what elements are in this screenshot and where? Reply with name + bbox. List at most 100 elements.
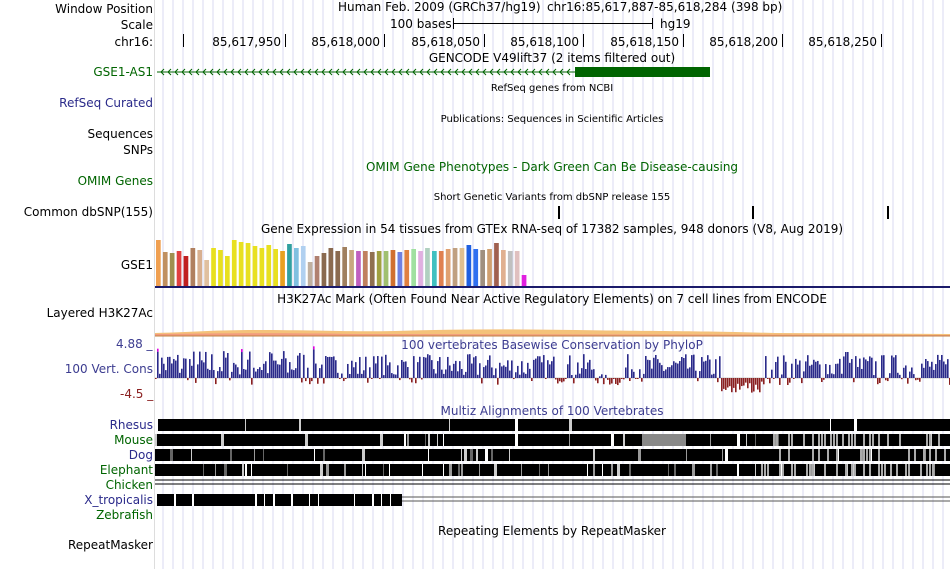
gtex-tissue-bar[interactable] [252, 246, 258, 286]
multiz-row-dog[interactable] [155, 449, 950, 461]
gtex-tissue-bar[interactable] [238, 242, 244, 286]
gtex-tissue-bar[interactable] [349, 250, 354, 286]
gtex-tissue-bar[interactable] [300, 246, 306, 286]
multiz-row-rhesus[interactable] [155, 419, 950, 431]
gtex-tissue-bar[interactable] [273, 249, 278, 286]
gtex-tissue-bar[interactable] [314, 256, 320, 286]
gtex-tissue-bar[interactable] [197, 250, 203, 286]
gtex-tissue-bar[interactable] [335, 251, 341, 286]
gencode-gene-gse1-as1[interactable] [157, 67, 710, 77]
multiz-alignment-rows[interactable] [155, 419, 950, 506]
species-label-dog[interactable]: Dog [128, 448, 153, 462]
gtex-tissue-bar[interactable] [501, 250, 506, 286]
gtex-tissue-bar[interactable] [452, 248, 458, 286]
gtex-tissue-bar[interactable] [342, 247, 347, 286]
phylop-base-bar [457, 371, 459, 378]
phylop-base-bar [435, 373, 437, 378]
species-label-mouse[interactable]: Mouse [114, 433, 153, 447]
alignment-gap [848, 434, 850, 446]
phylop-base-bar [701, 357, 703, 378]
refseq-track-label[interactable]: RefSeq Curated [59, 96, 153, 110]
gtex-tissue-bar[interactable] [473, 249, 479, 286]
gencode-item-label[interactable]: GSE1-AS1 [93, 65, 153, 79]
gtex-tissue-bar[interactable] [425, 248, 430, 286]
multiz-row-x-tropicalis[interactable] [157, 494, 402, 506]
omim-track-label[interactable]: OMIM Genes [77, 174, 153, 188]
gtex-tissue-bar[interactable] [459, 248, 465, 286]
gtex-tissue-bar[interactable] [231, 240, 237, 286]
gtex-tissue-bar[interactable] [190, 248, 196, 286]
gtex-tissue-bar[interactable] [266, 245, 272, 286]
gtex-tissue-bar[interactable] [280, 251, 285, 286]
gtex-tissue-bar[interactable] [287, 244, 292, 286]
h3k27ac-signal[interactable] [155, 329, 950, 337]
gtex-tissue-bar[interactable] [363, 251, 368, 286]
phylop-track-label[interactable]: 100 Vert. Cons [64, 362, 153, 376]
alignment-gap [944, 449, 946, 461]
phylop-base-bar [703, 361, 705, 378]
gtex-tissue-bar[interactable] [411, 249, 416, 286]
gtex-tissue-bar[interactable] [162, 252, 168, 286]
species-label-x-tropicalis[interactable]: X_tropicalis [84, 493, 153, 507]
phylop-base-bar [243, 368, 245, 378]
repeatmasker-track-label[interactable]: RepeatMasker [67, 538, 153, 552]
gtex-tissue-bar[interactable] [466, 245, 472, 286]
phylop-base-bar [869, 356, 871, 378]
phylop-conservation-bars[interactable] [155, 346, 950, 393]
gtex-tissue-bar[interactable] [225, 256, 230, 286]
gtex-tissue-bar[interactable] [376, 251, 382, 286]
gtex-tissue-bar[interactable] [383, 251, 389, 286]
gtex-track-label[interactable]: GSE1 [120, 258, 153, 272]
species-label-rhesus[interactable]: Rhesus [109, 418, 153, 432]
common-snp-features[interactable] [558, 206, 889, 219]
phylop-base-bar [711, 374, 713, 378]
gtex-tissue-bar[interactable] [397, 252, 403, 286]
gtex-tissue-bar[interactable] [507, 251, 513, 286]
gtex-tissue-bar[interactable] [211, 248, 216, 286]
gtex-tissue-bar[interactable] [321, 253, 327, 286]
gtex-tissue-bar[interactable] [328, 248, 334, 286]
alignment-gap [215, 464, 216, 476]
gtex-tissue-bar[interactable] [438, 251, 444, 286]
gtex-tissue-bar[interactable] [356, 251, 361, 286]
gtex-tissue-bar[interactable] [418, 251, 423, 286]
gtex-tissue-bar[interactable] [156, 240, 161, 286]
snps-track-label[interactable]: SNPs [123, 143, 153, 157]
gtex-tissue-bar[interactable] [169, 253, 175, 286]
gtex-tissue-bar[interactable] [307, 262, 313, 286]
gtex-tissue-bar[interactable] [245, 243, 251, 286]
multiz-row-elephant[interactable] [155, 464, 950, 476]
publications-track-label[interactable]: Sequences [87, 127, 153, 141]
strand-arrow [167, 68, 172, 76]
gtex-tissue-bar[interactable] [183, 256, 189, 286]
gtex-tissue-bar[interactable] [204, 260, 209, 286]
gtex-tissue-bar[interactable] [390, 250, 396, 286]
gtex-tissue-bar[interactable] [494, 243, 499, 286]
species-label-zebrafish[interactable]: Zebrafish [96, 508, 153, 522]
gtex-tissue-bar[interactable] [294, 248, 299, 286]
h3k27ac-track-label[interactable]: Layered H3K27Ac [46, 306, 153, 320]
gtex-tissue-bar[interactable] [487, 249, 492, 286]
gtex-tissue-bar[interactable] [445, 249, 451, 286]
phylop-base-bar [205, 351, 207, 378]
gtex-expression-bars[interactable] [156, 240, 527, 286]
gtex-tissue-bar[interactable] [521, 275, 527, 286]
gtex-tissue-bar[interactable] [176, 251, 182, 286]
gtex-tissue-bar[interactable] [369, 252, 375, 286]
phylop-base-bar [413, 356, 415, 378]
phylop-base-bar [747, 378, 749, 389]
gtex-tissue-bar[interactable] [514, 251, 520, 286]
gtex-tissue-bar[interactable] [259, 248, 265, 286]
gtex-tissue-bar[interactable] [432, 251, 437, 286]
refseq-track-title: RefSeq genes from NCBI [490, 83, 614, 94]
multiz-row-mouse[interactable] [155, 434, 950, 446]
species-label-chicken[interactable]: Chicken [105, 478, 153, 492]
alignment-gap [914, 449, 916, 461]
gtex-tissue-bar[interactable] [480, 250, 485, 286]
track-image[interactable] [155, 0, 950, 569]
gtex-tissue-bar[interactable] [404, 250, 410, 286]
common-snp-track-label[interactable]: Common dbSNP(155) [23, 205, 153, 219]
alignment-gap [725, 449, 728, 461]
gtex-tissue-bar[interactable] [218, 250, 223, 286]
species-label-elephant[interactable]: Elephant [99, 463, 153, 477]
